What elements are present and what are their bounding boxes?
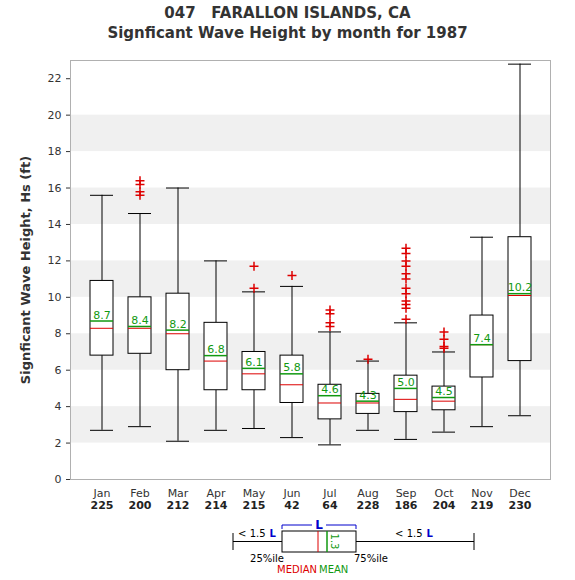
svg-text:14: 14 bbox=[48, 218, 62, 231]
svg-text:215: 215 bbox=[243, 499, 266, 512]
svg-text:MEDIAN: MEDIAN bbox=[277, 564, 317, 575]
svg-text:12: 12 bbox=[48, 254, 62, 267]
svg-text:Nov: Nov bbox=[471, 487, 493, 501]
svg-text:204: 204 bbox=[433, 499, 456, 512]
svg-text:7.4: 7.4 bbox=[473, 332, 491, 345]
svg-text:8.7: 8.7 bbox=[93, 309, 111, 322]
svg-text:25%ile: 25%ile bbox=[250, 553, 284, 564]
svg-text:< 1.5L: < 1.5L bbox=[238, 528, 276, 539]
svg-text:4.3: 4.3 bbox=[359, 389, 377, 402]
svg-text:214: 214 bbox=[205, 499, 228, 512]
svg-text:Mar: Mar bbox=[167, 487, 189, 501]
svg-text:Jun: Jun bbox=[283, 487, 301, 501]
svg-text:18: 18 bbox=[48, 145, 62, 158]
svg-text:230: 230 bbox=[509, 499, 532, 512]
svg-text:5.8: 5.8 bbox=[283, 361, 301, 374]
svg-text:16: 16 bbox=[48, 182, 62, 195]
svg-text:22: 22 bbox=[48, 72, 62, 85]
svg-text:5.0: 5.0 bbox=[397, 376, 415, 389]
svg-text:2: 2 bbox=[55, 437, 62, 450]
svg-text:225: 225 bbox=[91, 499, 114, 512]
svg-text:64: 64 bbox=[322, 499, 338, 512]
svg-text:10.2: 10.2 bbox=[508, 281, 533, 294]
svg-text:< 1.5L: < 1.5L bbox=[395, 528, 433, 539]
svg-text:4.5: 4.5 bbox=[435, 385, 453, 398]
svg-text:20: 20 bbox=[48, 109, 62, 122]
svg-text:Signficant Wave Height, Hs (ft: Signficant Wave Height, Hs (ft) bbox=[18, 156, 33, 384]
svg-text:219: 219 bbox=[471, 499, 494, 512]
svg-text:8.4: 8.4 bbox=[131, 314, 149, 327]
svg-text:6.1: 6.1 bbox=[245, 356, 263, 369]
svg-text:6: 6 bbox=[55, 364, 62, 377]
svg-text:4: 4 bbox=[55, 400, 62, 413]
svg-text:6.8: 6.8 bbox=[207, 343, 225, 356]
html-text:Signficant Wave Height by mont: Signficant Wave Height by month for 1987 bbox=[107, 24, 468, 42]
svg-text:228: 228 bbox=[357, 499, 380, 512]
svg-text:8: 8 bbox=[55, 327, 62, 340]
svg-text:Aug: Aug bbox=[357, 487, 379, 501]
svg-text:Jan: Jan bbox=[93, 487, 111, 501]
svg-text:Jul: Jul bbox=[323, 487, 337, 501]
svg-text:May: May bbox=[242, 487, 266, 501]
svg-text:212: 212 bbox=[167, 499, 190, 512]
svg-text:Dec: Dec bbox=[509, 487, 531, 501]
svg-text:1.3: 1.3 bbox=[329, 534, 340, 550]
svg-text:Feb: Feb bbox=[130, 487, 150, 501]
svg-text:MEAN: MEAN bbox=[319, 564, 348, 575]
svg-text:Apr: Apr bbox=[206, 487, 226, 501]
svg-text:200: 200 bbox=[129, 499, 152, 512]
html-text:047 FARALLON ISLANDS, CA: 047 FARALLON ISLANDS, CA bbox=[164, 4, 411, 22]
svg-text:10: 10 bbox=[48, 291, 62, 304]
svg-text:L: L bbox=[315, 518, 323, 532]
svg-text:75%ile: 75%ile bbox=[354, 553, 388, 564]
svg-text:Sep: Sep bbox=[395, 487, 417, 501]
svg-text:0: 0 bbox=[55, 473, 62, 486]
svg-text:8.2: 8.2 bbox=[169, 318, 187, 331]
svg-text:186: 186 bbox=[395, 499, 418, 512]
svg-text:4.6: 4.6 bbox=[321, 383, 339, 396]
svg-text:Oct: Oct bbox=[434, 487, 454, 501]
svg-text:42: 42 bbox=[284, 499, 299, 512]
